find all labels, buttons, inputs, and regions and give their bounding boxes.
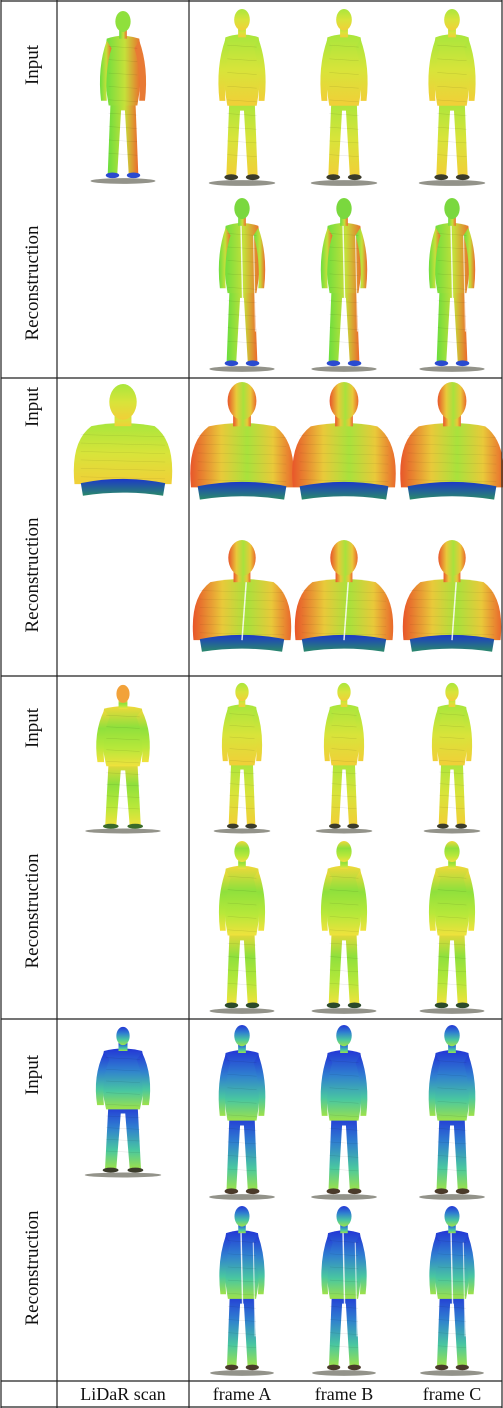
input-subject-1-frame-b [310,8,378,186]
reconstruction-subject-4-frame-a [210,1205,274,1376]
input-subject-4-frame-a [209,1024,275,1200]
reconstruction-subject-3-frame-a [209,840,275,1014]
column-label-frame-b: frame B [315,1384,373,1404]
column-labels: LiDaR scan frame A frame B frame C [80,1384,481,1404]
input-subject-4-frame-b [311,1024,377,1200]
column-label-frame-c: frame C [423,1384,481,1404]
input-subject-1-frame-a [208,8,276,186]
reconstruction-subject-4-frame-b [312,1205,376,1376]
input-subject-3-frame-a [213,682,271,834]
input-subject-2-frame-b [292,382,396,500]
column-label-lidar-scan: LiDaR scan [80,1384,165,1404]
lidar-scan-subject-3 [85,684,161,834]
row-label-input-1: Input [22,44,43,85]
input-subject-3-frame-c [423,682,481,834]
row-label-reconstruction-1: Reconstruction [22,225,43,341]
row-label-reconstruction-2: Reconstruction [22,517,43,633]
reconstruction-subject-2-frame-a [192,540,292,652]
input-subject-2-frame-a [190,382,294,500]
row-labels: Input Reconstruction Input Reconstructio… [22,44,43,1325]
row-label-reconstruction-4: Reconstruction [22,1210,43,1326]
reconstruction-subject-4-frame-c [420,1205,484,1376]
reconstruction-subject-1-frame-c [419,197,485,372]
input-subject-4-frame-c [419,1024,485,1200]
reconstruction-subject-2-frame-c [402,540,502,652]
input-subject-2-frame-c [400,382,503,500]
figure-cells [73,8,503,1376]
row-label-input-3: Input [22,707,43,748]
reconstruction-subject-3-frame-c [419,840,485,1014]
reconstruction-subject-1-frame-a [209,197,275,372]
reconstruction-subject-2-frame-b [294,540,394,652]
reconstruction-subject-1-frame-b [311,197,377,372]
reconstruction-subject-3-frame-b [311,840,377,1014]
lidar-scan-subject-4 [84,1026,162,1178]
lidar-scan-subject-2 [73,384,173,496]
row-label-input-4: Input [22,1054,43,1095]
column-label-frame-a: frame A [213,1384,271,1404]
row-label-reconstruction-3: Reconstruction [22,853,43,969]
input-subject-3-frame-b [315,682,373,834]
lidar-scan-subject-1 [90,10,156,184]
input-subject-1-frame-c [418,8,486,186]
row-label-input-2: Input [22,386,43,427]
